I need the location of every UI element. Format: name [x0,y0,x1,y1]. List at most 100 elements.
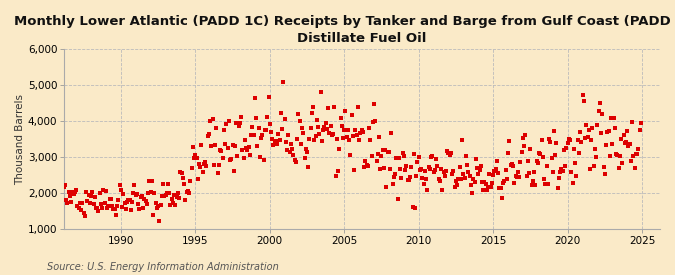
Point [135,195,146,200]
Point [153,204,163,209]
Point [323,106,333,110]
Point [591,155,601,159]
Point [439,174,450,178]
Point [351,133,362,137]
Point [231,121,242,126]
Point [400,168,410,172]
Point [531,159,542,164]
Point [634,128,645,132]
Point [420,169,431,174]
Point [339,128,350,132]
Point [628,153,639,158]
Point [331,136,342,141]
Title: Monthly Lower Atlantic (PADD 1C) Receipts by Tanker and Barge from Gulf Coast (P: Monthly Lower Atlantic (PADD 1C) Receipt… [14,15,675,45]
Point [252,144,263,148]
Point [546,156,557,160]
Point [391,156,402,160]
Point [246,133,256,138]
Point [426,155,437,160]
Point [180,197,191,202]
Point [463,170,474,175]
Point [319,125,330,129]
Point [459,176,470,180]
Point [279,116,290,121]
Point [293,112,304,116]
Point [310,133,321,138]
Point [247,125,258,129]
Point [61,198,72,202]
Point [487,181,497,186]
Point [365,138,376,142]
Point [340,109,351,113]
Point [207,117,218,122]
Point [192,177,203,181]
Point [272,142,283,146]
Point [413,155,424,160]
Point [161,191,172,195]
Point [417,175,428,180]
Point [211,125,222,130]
Point [408,152,419,156]
Point [175,170,186,174]
Point [593,109,604,113]
Point [59,183,70,187]
Point [98,188,109,192]
Point [495,186,506,190]
Point [314,132,325,137]
Point [74,201,85,205]
Point [232,154,243,158]
Point [499,179,510,184]
Point [364,126,375,130]
Point [572,138,583,142]
Point [345,153,356,158]
Point [447,172,458,176]
Point [626,159,637,163]
Point [263,94,274,99]
Point [160,192,171,197]
Point [412,160,423,164]
Point [475,164,486,168]
Point [234,123,244,128]
Point [530,183,541,187]
Point [547,169,558,174]
Point [375,167,385,172]
Point [371,159,382,163]
Point [367,119,378,124]
Point [68,192,79,197]
Point [243,144,254,149]
Point [632,152,643,156]
Point [155,203,166,207]
Point [320,121,331,126]
Point [610,125,620,130]
Point [574,151,585,155]
Point [303,164,314,169]
Point [63,190,74,194]
Point [93,209,104,213]
Point [178,175,188,180]
Point [56,182,67,187]
Point [256,136,267,140]
Point [483,184,493,189]
Point [269,140,280,144]
Point [566,169,576,174]
Point [493,171,504,175]
Point [611,152,622,156]
Point [142,191,153,195]
Point [549,129,560,133]
Point [312,118,323,122]
Point [206,144,217,148]
Text: Source: U.S. Energy Information Administration: Source: U.S. Energy Information Administ… [47,262,279,272]
Point [505,163,516,167]
Point [181,190,192,194]
Point [226,157,237,161]
Point [497,196,508,200]
Point [545,139,556,144]
Point [452,183,462,188]
Point [151,206,162,211]
Point [222,146,233,150]
Point [512,170,523,174]
Point [283,133,294,137]
Point [395,167,406,171]
Point [73,205,84,210]
Point [541,163,552,168]
